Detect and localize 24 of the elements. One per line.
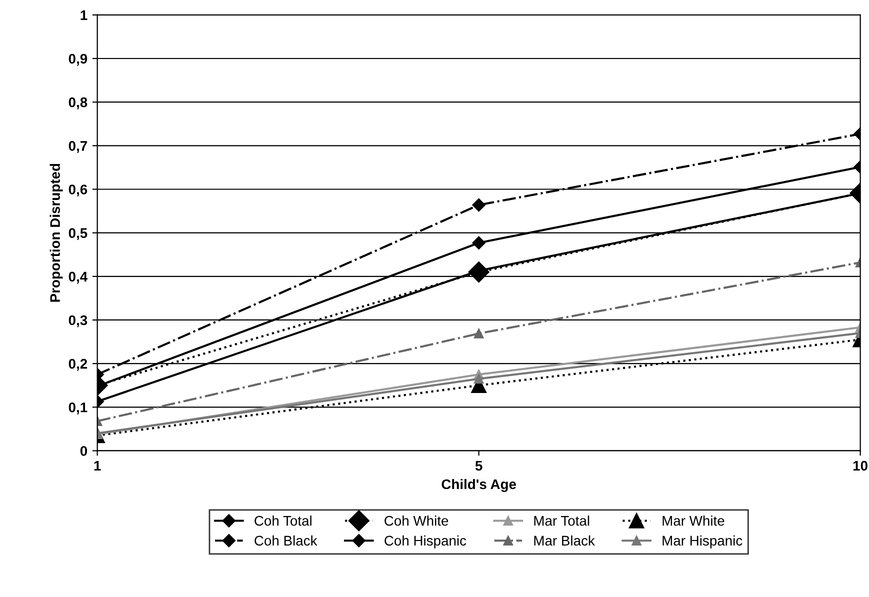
y-tick-label: 0,1 xyxy=(68,402,88,414)
y-tick-label: 1 xyxy=(80,10,88,20)
y-axis-title: Proportion Disrupted xyxy=(50,164,63,302)
y-tick-label: 0,3 xyxy=(68,315,88,328)
legend-label: Coh White xyxy=(384,516,448,526)
x-tick-label: 1 xyxy=(94,460,101,471)
legend-label: Coh Black xyxy=(254,535,318,546)
y-tick-label: 0,7 xyxy=(68,141,87,153)
x-axis-title: Child's Age xyxy=(442,478,516,492)
y-tick-label: 0,2 xyxy=(68,358,88,371)
legend-label: Mar Black xyxy=(534,535,595,546)
y-tick-label: 0,8 xyxy=(68,97,88,110)
legend-label: Mar White xyxy=(662,516,724,526)
x-tick-label: 10 xyxy=(853,460,868,471)
legend-label: Coh Total xyxy=(254,516,312,526)
y-tick-label: 0,6 xyxy=(68,184,88,196)
legend-label: Mar Total xyxy=(534,516,590,526)
x-tick-label: 5 xyxy=(475,460,482,471)
legend-label: Mar Hispanic xyxy=(662,535,742,548)
y-tick-label: 0,9 xyxy=(68,54,88,66)
y-tick-label: 0,4 xyxy=(68,272,88,284)
y-tick-label: 0 xyxy=(80,446,88,456)
y-tick-label: 0,5 xyxy=(68,228,88,240)
legend-label: Coh Hispanic xyxy=(384,535,466,548)
